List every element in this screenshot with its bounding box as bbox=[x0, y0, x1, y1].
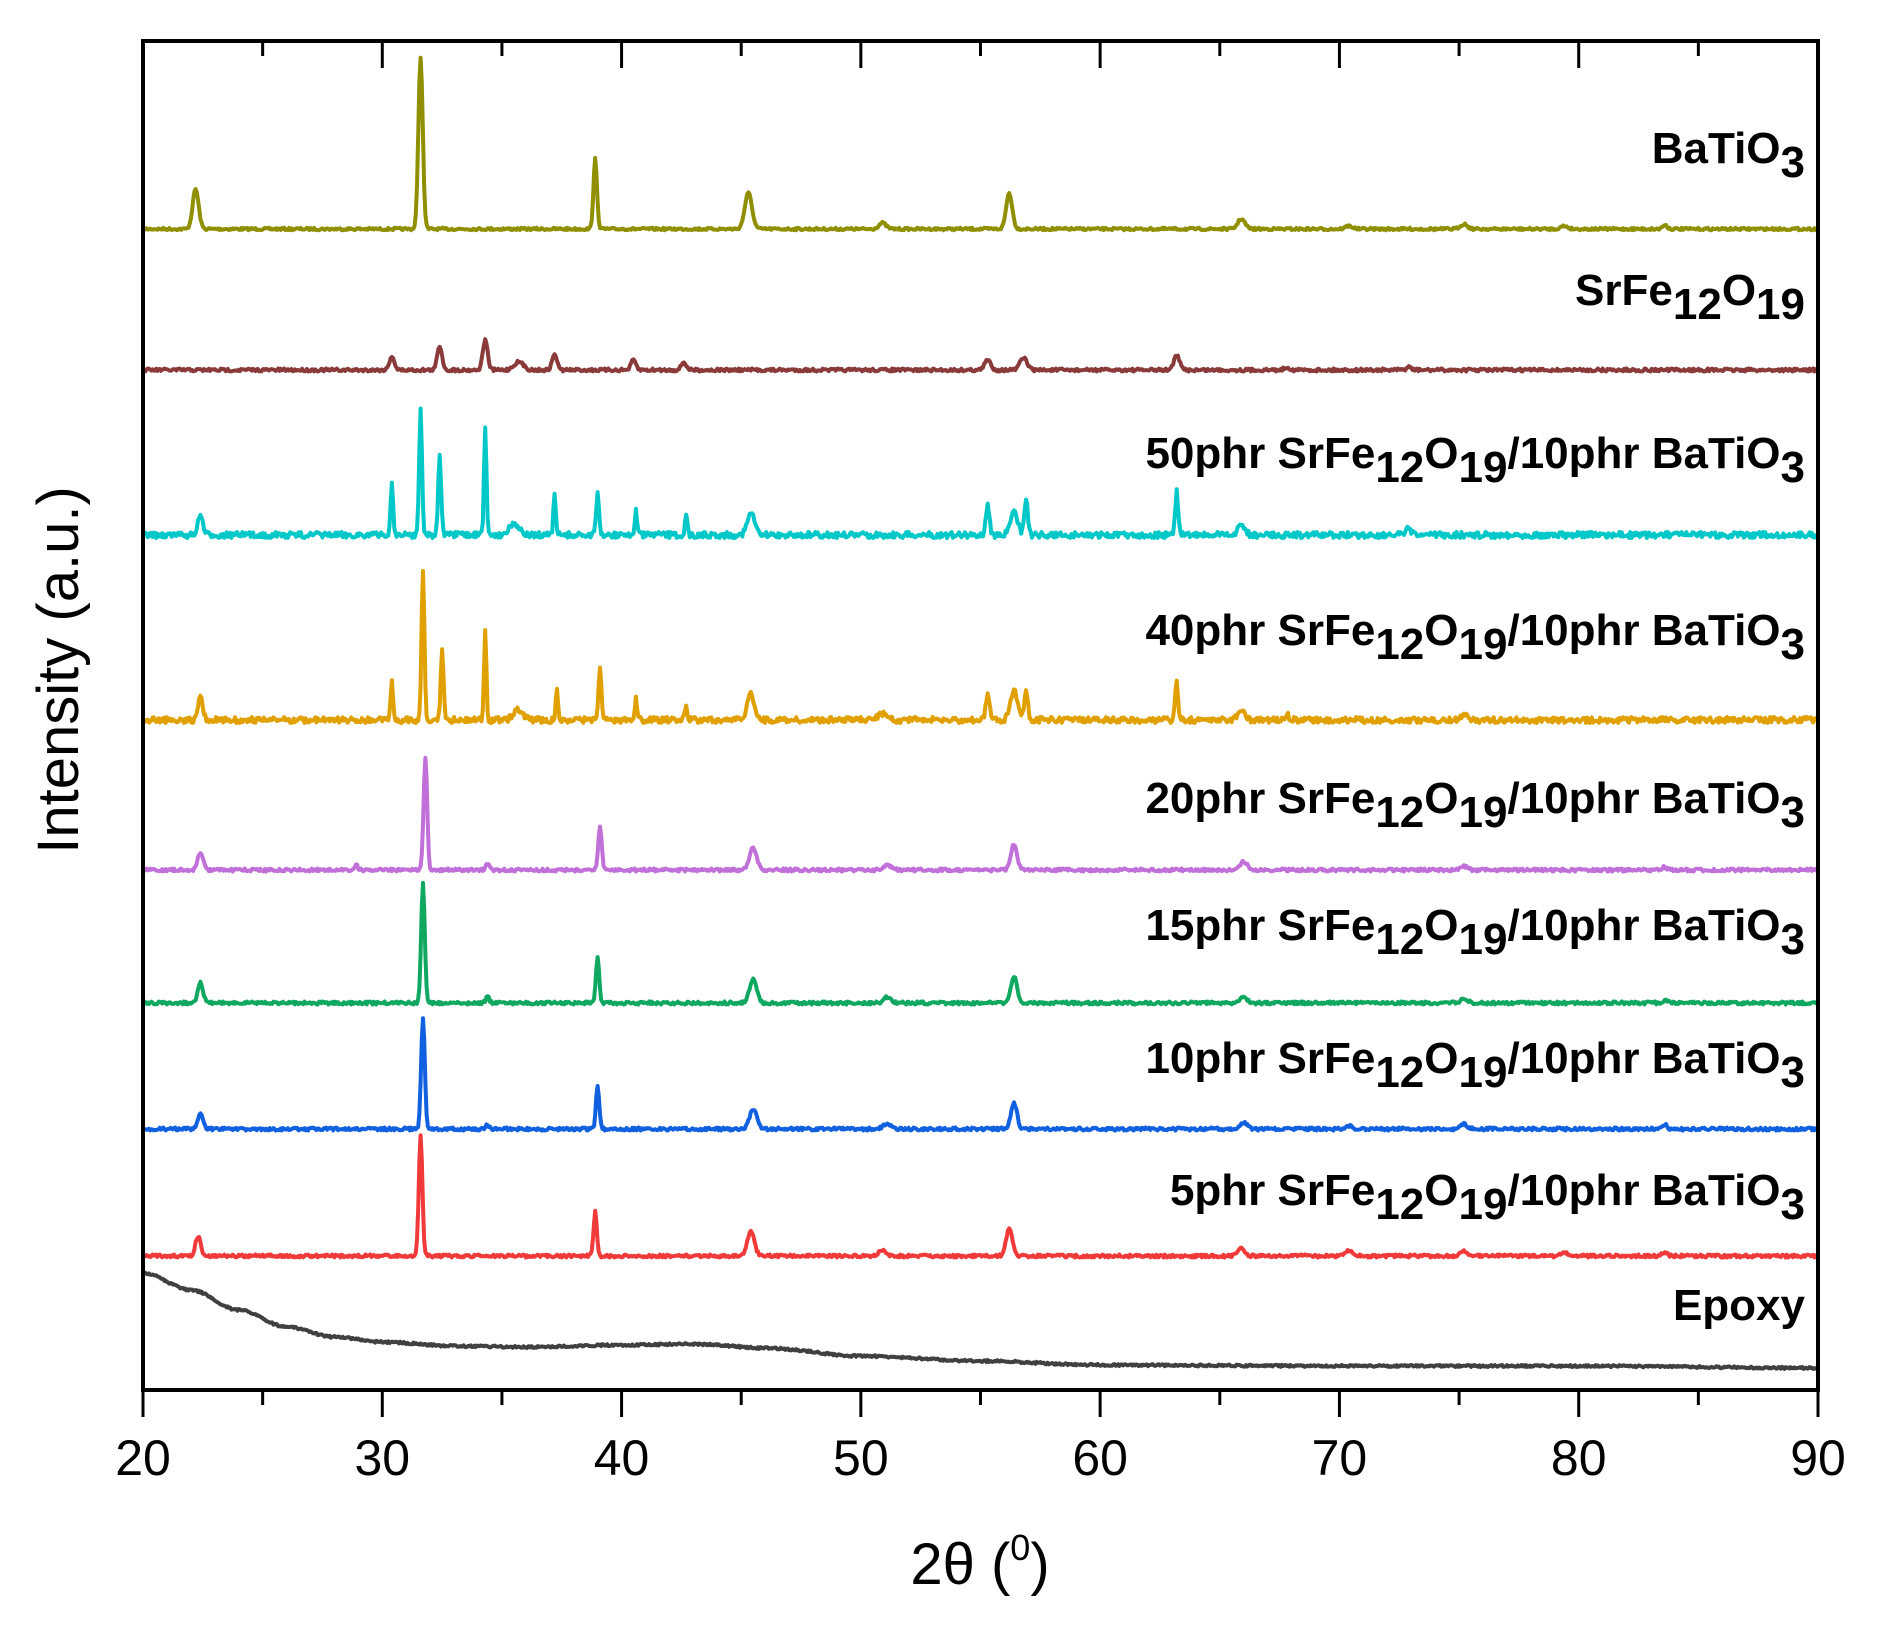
series-label: SrFe12O19 bbox=[1575, 266, 1805, 329]
label-text: Epoxy bbox=[1673, 1281, 1806, 1330]
trace-epoxy bbox=[142, 1270, 1819, 1371]
label-subscript: 3 bbox=[1781, 138, 1805, 187]
label-subscript: 12 bbox=[1375, 620, 1424, 669]
y-axis-title: Intensity (a.u.) bbox=[26, 486, 91, 853]
x-axis-tick-labels: 20 30 40 50 60 70 80 90 bbox=[115, 1430, 1846, 1486]
label-text: O bbox=[1722, 266, 1756, 315]
label-text: 20phr SrFe bbox=[1145, 774, 1375, 823]
label-subscript: 19 bbox=[1459, 1048, 1508, 1097]
label-subscript: 3 bbox=[1781, 1180, 1805, 1229]
label-text: /10phr BaTiO bbox=[1507, 1166, 1780, 1215]
label-text: 15phr SrFe bbox=[1145, 901, 1375, 950]
x-axis-title-end: ) bbox=[1030, 1532, 1049, 1597]
trace-15phr-srfe12o19-10phr-batio3 bbox=[141, 880, 1820, 1007]
label-subscript: 12 bbox=[1375, 788, 1424, 837]
trace-20phr-srfe12o19-10phr-batio3 bbox=[141, 755, 1820, 874]
label-text: /10phr BaTiO bbox=[1507, 901, 1780, 950]
label-subscript: 19 bbox=[1459, 620, 1508, 669]
trace-srfe12o19 bbox=[141, 337, 1820, 374]
label-text: 40phr SrFe bbox=[1145, 606, 1375, 655]
label-text: O bbox=[1424, 606, 1458, 655]
series-label: Epoxy bbox=[1673, 1281, 1806, 1330]
trace-5phr-srfe12o19-10phr-batio3 bbox=[141, 1133, 1820, 1260]
label-subscript: 19 bbox=[1459, 1180, 1508, 1229]
x-tick-label: 50 bbox=[833, 1430, 889, 1486]
label-text: O bbox=[1424, 901, 1458, 950]
label-subscript: 19 bbox=[1459, 788, 1508, 837]
trace-40phr-srfe12o19-10phr-batio3 bbox=[141, 569, 1819, 725]
label-text: O bbox=[1424, 429, 1458, 478]
label-text: O bbox=[1424, 1166, 1458, 1215]
label-subscript: 3 bbox=[1781, 915, 1805, 964]
label-subscript: 12 bbox=[1375, 443, 1424, 492]
label-text: /10phr BaTiO bbox=[1507, 1034, 1780, 1083]
x-tick-label: 80 bbox=[1551, 1430, 1607, 1486]
label-subscript: 12 bbox=[1673, 280, 1722, 329]
label-text: BaTiO bbox=[1652, 124, 1781, 173]
label-text: O bbox=[1424, 1034, 1458, 1083]
label-subscript: 19 bbox=[1459, 443, 1508, 492]
series-label: 5phr SrFe12O19/10phr BaTiO3 bbox=[1170, 1166, 1805, 1229]
label-subscript: 12 bbox=[1375, 1180, 1424, 1229]
series-label: 10phr SrFe12O19/10phr BaTiO3 bbox=[1145, 1034, 1805, 1097]
x-tick-label: 30 bbox=[354, 1430, 410, 1486]
label-subscript: 12 bbox=[1375, 1048, 1424, 1097]
x-axis-title-main: 2θ ( bbox=[910, 1532, 1010, 1597]
label-subscript: 3 bbox=[1781, 788, 1805, 837]
series-label: 40phr SrFe12O19/10phr BaTiO3 bbox=[1145, 606, 1805, 669]
trace-50phr-srfe12o19-10phr-batio3 bbox=[141, 406, 1820, 540]
series-label: 15phr SrFe12O19/10phr BaTiO3 bbox=[1145, 901, 1805, 964]
label-text: O bbox=[1424, 774, 1458, 823]
label-subscript: 3 bbox=[1781, 443, 1805, 492]
series-label: BaTiO3 bbox=[1652, 124, 1805, 187]
label-text: 5phr SrFe bbox=[1170, 1166, 1375, 1215]
label-subscript: 12 bbox=[1375, 915, 1424, 964]
trace-batio3 bbox=[141, 55, 1819, 233]
label-text: /10phr BaTiO bbox=[1507, 429, 1780, 478]
label-text: 10phr SrFe bbox=[1145, 1034, 1375, 1083]
x-axis-ticks bbox=[141, 41, 1820, 1417]
x-tick-label: 90 bbox=[1790, 1430, 1846, 1486]
label-text: 50phr SrFe bbox=[1145, 429, 1375, 478]
label-subscript: 3 bbox=[1781, 620, 1805, 669]
x-tick-label: 40 bbox=[594, 1430, 650, 1486]
series-label: 20phr SrFe12O19/10phr BaTiO3 bbox=[1145, 774, 1805, 837]
label-subscript: 3 bbox=[1781, 1048, 1805, 1097]
series-traces bbox=[141, 55, 1820, 1371]
label-subscript: 19 bbox=[1756, 280, 1805, 329]
x-axis-title-sup: 0 bbox=[1010, 1527, 1030, 1568]
series-label: 50phr SrFe12O19/10phr BaTiO3 bbox=[1145, 429, 1805, 492]
x-tick-label: 20 bbox=[115, 1430, 171, 1486]
label-text: SrFe bbox=[1575, 266, 1673, 315]
label-text: /10phr BaTiO bbox=[1507, 774, 1780, 823]
label-text: /10phr BaTiO bbox=[1507, 606, 1780, 655]
x-tick-label: 60 bbox=[1072, 1430, 1128, 1486]
trace-10phr-srfe12o19-10phr-batio3 bbox=[142, 1016, 1820, 1133]
x-axis-title: 2θ (0) bbox=[910, 1527, 1049, 1597]
x-tick-label: 70 bbox=[1312, 1430, 1368, 1486]
label-subscript: 19 bbox=[1459, 915, 1508, 964]
